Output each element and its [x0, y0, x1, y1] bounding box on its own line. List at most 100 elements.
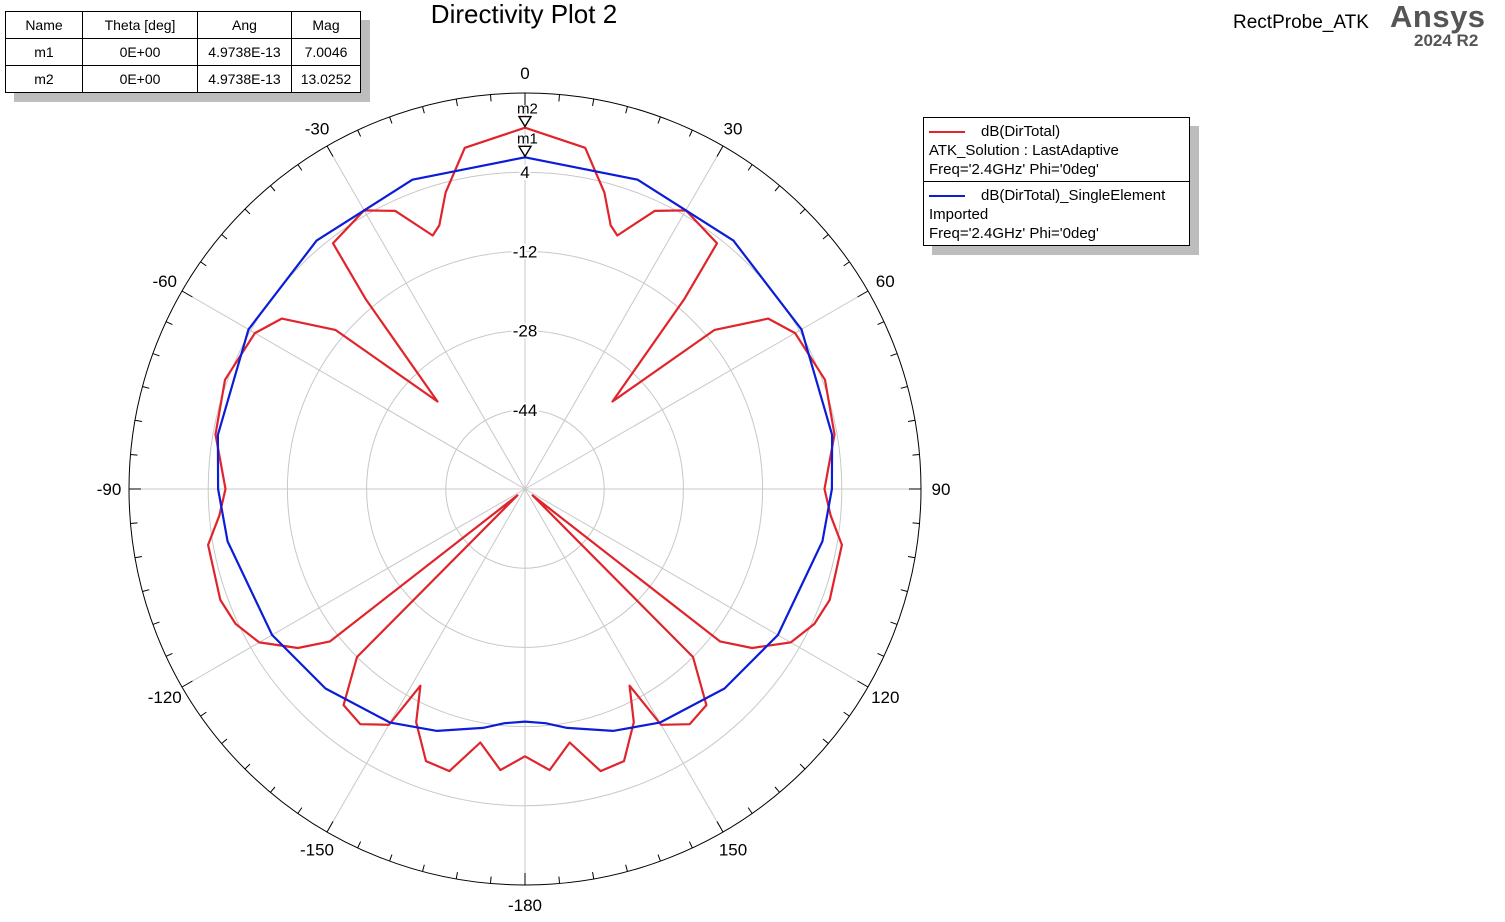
angle-tick-label: 90: [932, 480, 951, 499]
plot-markers: m1 m2: [517, 101, 538, 158]
marker-m2-label: m2: [517, 101, 538, 118]
table-row[interactable]: m2 0E+00 4.9738E-13 13.0252: [5, 65, 361, 93]
axis-labels: 0 30 60 90 120 150 -180 -150 -120 -90 -60 -30 -44 -28…: [97, 64, 951, 915]
tick-mark: [890, 353, 898, 357]
tick-mark: [799, 208, 806, 215]
marker-m1-label: m1: [517, 130, 538, 147]
tick-mark: [357, 841, 362, 849]
tick-mark: [244, 208, 251, 215]
col-mag: Mag: [291, 11, 361, 39]
tick-mark: [900, 386, 908, 389]
tick-mark: [326, 821, 334, 833]
legend-series-source: Imported: [929, 206, 989, 223]
tick-mark: [912, 522, 920, 525]
tick-mark: [558, 876, 561, 884]
tick-mark: [592, 872, 595, 880]
tick-mark: [592, 98, 595, 106]
tick-mark: [822, 738, 829, 744]
tick-mark: [908, 556, 916, 559]
legend-series-source: ATK_Solution : LastAdaptive: [929, 142, 1119, 159]
tick-mark: [455, 872, 458, 880]
marker-table-panel[interactable]: Name Theta [deg] Ang Mag m1 0E+00 4.9738…: [5, 11, 361, 93]
tick-mark: [142, 386, 150, 389]
legend-entry-dirtotal[interactable]: dB(DirTotal) ATK_Solution : LastAdaptive…: [924, 118, 1189, 181]
angle-tick-label: -90: [97, 480, 122, 499]
marker-m2-icon: [517, 115, 533, 128]
angle-tick-label: 150: [719, 840, 747, 859]
grid-spoke: [524, 145, 724, 490]
tick-mark: [908, 419, 916, 422]
cell-mag: 7.0046: [291, 38, 361, 66]
tick-mark: [857, 680, 869, 688]
tick-mark: [326, 145, 334, 157]
tick-mark: [489, 94, 492, 102]
tick-mark: [244, 763, 251, 770]
angle-tick-label: 120: [871, 688, 899, 707]
legend-series-name: dB(DirTotal)_SingleElement: [981, 187, 1166, 204]
tick-mark: [165, 321, 173, 326]
radial-tick-label: -28: [513, 322, 538, 341]
tick-mark: [357, 129, 362, 137]
legend-series-condition: Freq='2.4GHz' Phi='0deg': [929, 225, 1099, 242]
ansys-version: 2024 R2: [1414, 31, 1479, 50]
tick-mark: [165, 652, 173, 657]
radial-tick-label: 4: [520, 163, 529, 182]
tick-mark: [130, 453, 138, 456]
tick-mark: [688, 129, 693, 137]
legend-entry-single-element[interactable]: dB(DirTotal)_SingleElement Imported Freq…: [924, 181, 1189, 245]
tick-mark: [657, 854, 661, 862]
tick-mark: [221, 738, 228, 744]
angle-tick-label: 0: [520, 64, 529, 83]
tick-mark: [877, 321, 885, 326]
cell-name: m1: [5, 38, 83, 66]
cell-ang: 4.9738E-13: [197, 65, 292, 93]
radial-tick-label: -44: [513, 401, 538, 420]
angle-tick-label: -180: [508, 896, 542, 915]
tick-mark: [799, 763, 806, 770]
series-trace-1: [207, 126, 843, 773]
tick-mark: [489, 876, 492, 884]
angle-tick-label: 30: [724, 120, 743, 139]
tick-mark: [389, 854, 393, 862]
project-name: RectProbe_ATK: [1233, 12, 1369, 33]
col-ang: Ang: [197, 11, 292, 39]
tick-mark: [134, 419, 142, 422]
grid-spoke: [326, 488, 526, 833]
tick-mark: [422, 106, 425, 114]
series-trace-2: [216, 156, 834, 732]
tick-mark: [297, 164, 303, 171]
marker-table[interactable]: Name Theta [deg] Ang Mag m1 0E+00 4.9738…: [5, 11, 361, 93]
tick-mark: [152, 621, 160, 625]
marker-table-header: Name Theta [deg] Ang Mag: [5, 11, 361, 39]
grid-spoke: [181, 488, 526, 688]
angle-tick-label: -60: [152, 272, 177, 291]
tick-mark: [774, 185, 780, 192]
cell-name: m2: [5, 65, 83, 93]
legend[interactable]: dB(DirTotal) ATK_Solution : LastAdaptive…: [923, 117, 1190, 246]
tick-mark: [716, 145, 724, 157]
legend-series-name: dB(DirTotal): [981, 123, 1061, 140]
cell-theta: 0E+00: [82, 38, 198, 66]
tick-mark: [389, 116, 393, 124]
legend-swatch-blue: [929, 194, 965, 197]
angle-tick-label: -30: [305, 120, 330, 139]
tick-mark: [200, 261, 207, 267]
tick-mark: [200, 711, 207, 717]
cell-mag: 13.0252: [291, 65, 361, 93]
tick-mark: [657, 116, 661, 124]
tick-mark: [221, 234, 228, 240]
tick-mark: [181, 680, 193, 688]
table-row[interactable]: m1 0E+00 4.9738E-13 7.0046: [5, 38, 361, 66]
tick-mark: [716, 821, 724, 833]
tick-mark: [822, 234, 829, 240]
grid-spoke: [524, 488, 869, 688]
tick-mark: [625, 106, 628, 114]
legend-swatch-red: [929, 130, 965, 133]
col-name: Name: [5, 11, 83, 39]
legend-series-condition: Freq='2.4GHz' Phi='0deg': [929, 161, 1099, 178]
tick-mark: [142, 589, 150, 592]
tick-mark: [912, 453, 920, 456]
tick-mark: [900, 589, 908, 592]
plot-traces: [207, 126, 843, 773]
